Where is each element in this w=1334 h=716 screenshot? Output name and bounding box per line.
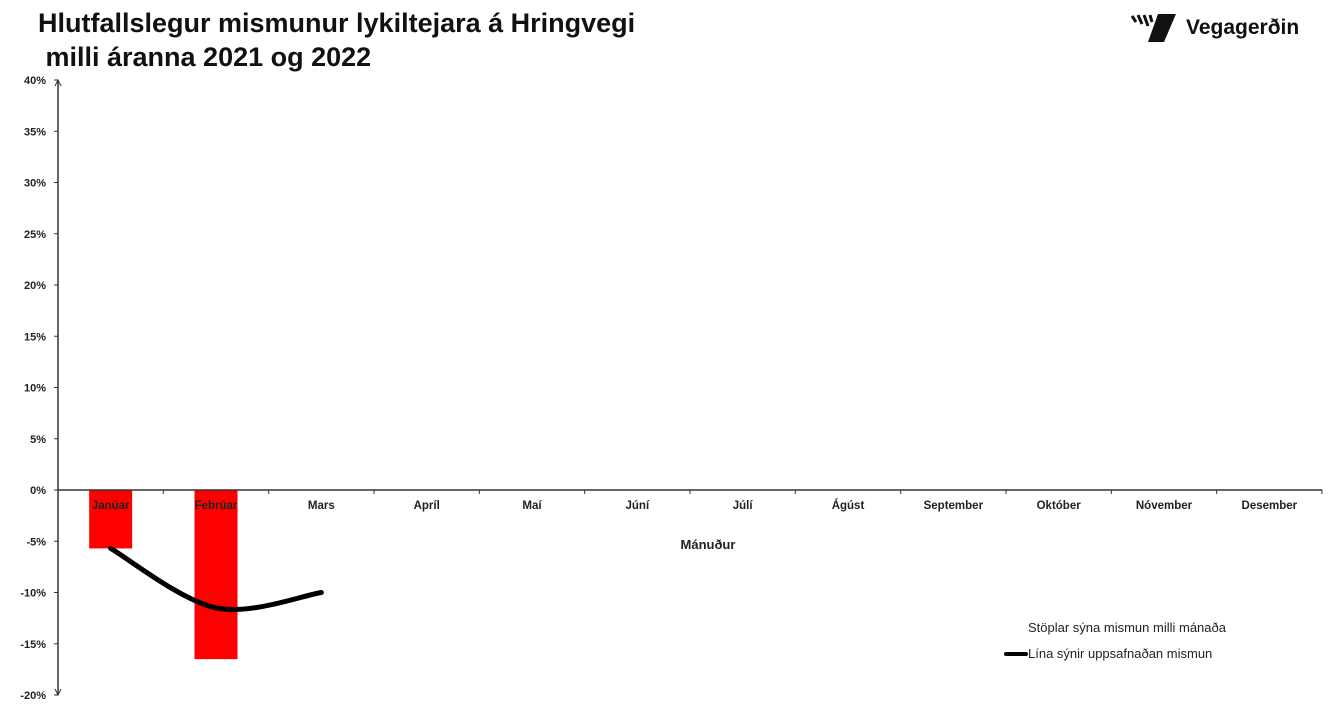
y-tick-label: -20% — [20, 690, 46, 702]
logo-text: Vegagerðin — [1186, 16, 1300, 39]
y-tick-label: 15% — [24, 331, 46, 343]
y-tick-label: 35% — [24, 126, 46, 138]
x-tick-label: September — [924, 500, 984, 512]
x-tick-label: Mars — [308, 500, 335, 512]
y-tick-label: 20% — [24, 280, 46, 292]
x-tick-label: Júlí — [733, 500, 754, 512]
bar-Janúar — [89, 490, 133, 549]
x-tick-label: Febrúar — [195, 500, 238, 512]
x-tick-label: Júní — [626, 500, 650, 512]
y-tick-label: 40% — [24, 75, 46, 87]
x-tick-label: Október — [1037, 500, 1082, 512]
y-tick-label: 30% — [24, 178, 46, 190]
x-tick-label: Desember — [1242, 500, 1298, 512]
bar-Febrúar — [194, 490, 238, 660]
y-tick-label: -10% — [20, 588, 46, 600]
logo: Vegagerðin — [1130, 12, 1299, 44]
x-tick-label: Janúar — [92, 500, 130, 512]
y-tick-label: 0% — [30, 485, 46, 497]
legend-line-label: Lína sýnir uppsafnaðan mismun — [1028, 646, 1212, 661]
chart-title: Hlutfallslegur mismunur lykiltejara á Hr… — [38, 8, 636, 72]
y-tick-label: 25% — [24, 229, 46, 241]
y-tick-label: 10% — [24, 383, 46, 395]
x-tick-label: Maí — [522, 500, 542, 512]
legend-bars-label: Stöplar sýna mismun milli mánaða — [1028, 620, 1227, 635]
x-tick-label: Apríl — [414, 500, 440, 512]
y-tick-label: -15% — [20, 639, 46, 651]
x-tick-label: Nóvember — [1136, 500, 1193, 512]
x-tick-label: Ágúst — [832, 499, 865, 512]
y-tick-label: 5% — [30, 434, 46, 446]
cumulative-line — [108, 545, 324, 612]
x-axis-label: Mánuður — [681, 537, 736, 552]
y-tick-label: -5% — [26, 536, 46, 548]
vegagerdin-logo-icon — [1130, 14, 1176, 42]
